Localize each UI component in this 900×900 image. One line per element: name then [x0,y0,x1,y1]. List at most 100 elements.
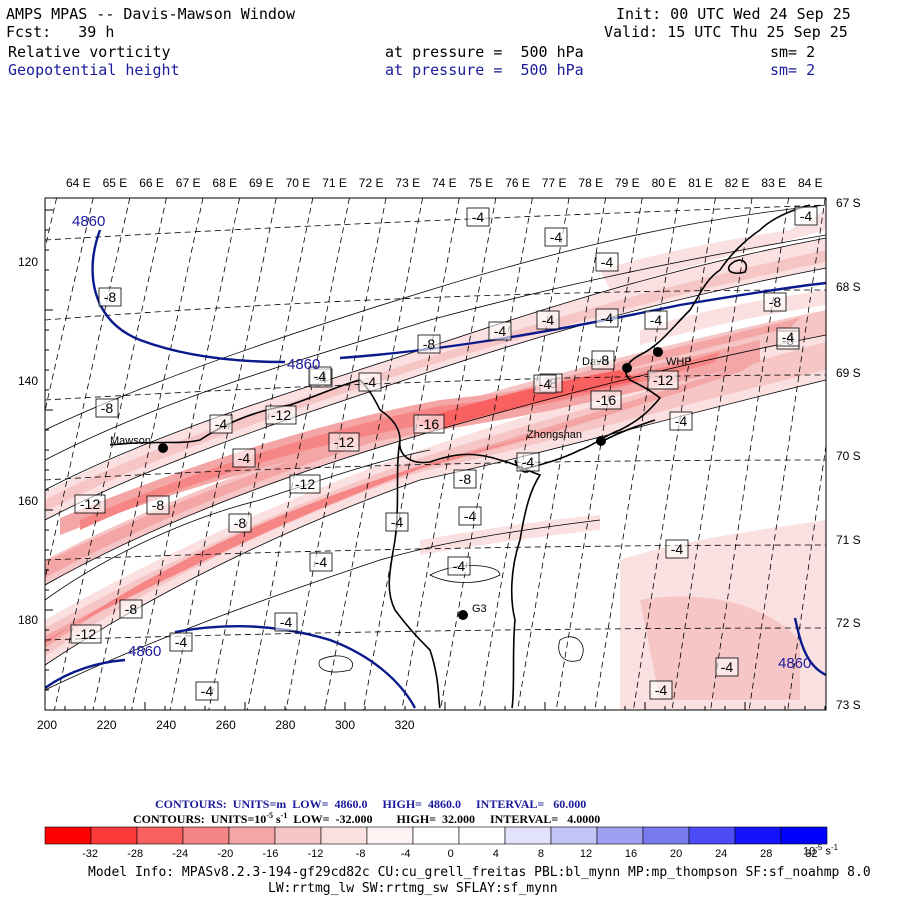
vort-label-box [595,252,619,272]
vort-label-text: -4 [542,312,555,328]
vort-label-box [776,327,800,347]
vort-label-box [715,657,739,677]
field1-name: Relative vorticity [8,43,171,61]
vorticity-contour-info: CONTOURS: UNITS=10-5 s-1 LOW= -32.000 HI… [133,811,601,826]
colorbar-swatch [366,826,414,845]
lon-label: 70 E [285,176,311,190]
vort-label-box [328,432,360,452]
vort-label-text: -4 [782,329,795,345]
vort-label-text: -4 [238,450,251,466]
lat-label: 69 S [836,366,861,380]
station-markers [158,347,663,620]
colorbar-tick-label: -4 [400,848,411,860]
vort-label-box [516,452,540,472]
vort-label-text: -8 [597,352,610,368]
colorbar-tick-label: 24 [715,848,728,860]
height-label-2: 4860 [287,356,320,373]
station-zhongshan-label: Zhongshan [527,429,582,441]
meridian-line [131,198,240,710]
vort-label-box [417,334,441,354]
lon-label: 67 E [175,176,201,190]
vort-label-text: -4 [175,634,188,650]
lon-label: 80 E [651,176,677,190]
colorbar-swatch [734,826,782,845]
lat-label: 68 S [836,280,861,294]
lon-label: 74 E [432,176,457,190]
vort-label-box [309,552,333,572]
meridian-line [478,198,570,710]
lon-label: 77 E [541,176,567,190]
lon-label: 65 E [102,176,128,190]
meridian-line [440,198,533,710]
y-tick-label: 180 [17,613,38,627]
vort-label-text: -4 [494,323,507,339]
vorticity-value-labels: -4 -4 -4 -4 -8 -8 -4 -4 -4 -8 -4 -8 -8 -4 -4 -12 -8 -16 -1… [70,206,818,701]
field1-smoothing: sm= 2 [770,43,816,61]
lon-label: 82 E [724,176,750,190]
meridian-line [54,198,167,710]
vort-label-text: -12 [271,407,291,423]
plot-frame [44,197,827,711]
vort-label-box [595,308,619,328]
colorbar-swatch [596,826,644,845]
meridian-line [45,198,131,581]
meridian-line [285,198,387,710]
x-tick-label: 280 [275,718,296,732]
x-tick-label: 240 [156,718,177,732]
vort-label-text: -4 [315,554,328,570]
x-tick-label: 260 [215,718,236,732]
colorbar-tick-label: 20 [669,848,683,860]
vort-label-box [169,632,193,652]
init-time: Init: 00 UTC Wed 24 Sep 25 [616,5,851,23]
vort-label-box [591,350,615,370]
lat-label: 67 S [836,196,861,210]
vort-label-text: -8 [125,601,138,617]
lon-label: 71 E [322,176,347,190]
vort-label-box [669,411,693,431]
vort-label-text: -4 [650,312,663,328]
geopotential-height-contours [45,229,826,709]
vort-label-text: -4 [671,541,684,557]
vort-label-box [453,469,477,489]
vort-label-box [95,398,119,418]
colorbar-units: 10-5 s-1 [803,843,839,858]
lat-label: 72 S [836,616,861,630]
vort-label-text: -4 [215,416,228,432]
vort-label-text: -4 [601,310,614,326]
colorbar-tick-label: -20 [217,848,234,860]
colorbar-swatch [228,826,276,845]
colorbar-swatch [274,826,322,845]
vort-label-text: -4 [522,454,535,470]
lon-label: 76 E [505,176,530,190]
vort-label-text: -4 [601,254,614,270]
station-g3-label: G3 [472,603,487,615]
vort-label-box [265,405,297,425]
meridian-line [517,198,606,710]
vort-label-box [232,448,256,468]
lat-label: 73 S [836,698,861,712]
forecast-hour-label: Fcst: 39 h [6,23,115,41]
lon-label: 81 E [688,176,713,190]
lon-label: 83 E [761,176,787,190]
vort-label-box [228,513,252,533]
vort-label-box [763,292,787,312]
vort-label-box [488,321,512,341]
vort-label-box [385,512,409,532]
meridian-line [92,198,204,710]
vort-label-text: -8 [423,336,436,352]
vort-label-box [195,681,219,701]
valid-time: Valid: 15 UTC Thu 25 Sep 25 [604,23,848,41]
meridian-line [671,198,753,710]
vort-label-box [590,390,622,410]
vort-label-text: -16 [596,392,616,408]
vort-label-box [794,206,818,226]
vort-label-text: -8 [769,294,782,310]
colorbar-swatch [44,826,92,845]
colorbar-tick-label: 16 [624,848,638,860]
lon-label: 69 E [249,176,274,190]
x-tick-label: 220 [96,718,117,732]
lon-label: 66 E [139,176,164,190]
colorbar-tick-label: -24 [172,848,189,860]
colorbar-tick-label: 28 [760,848,773,860]
lon-label: 79 E [615,176,640,190]
